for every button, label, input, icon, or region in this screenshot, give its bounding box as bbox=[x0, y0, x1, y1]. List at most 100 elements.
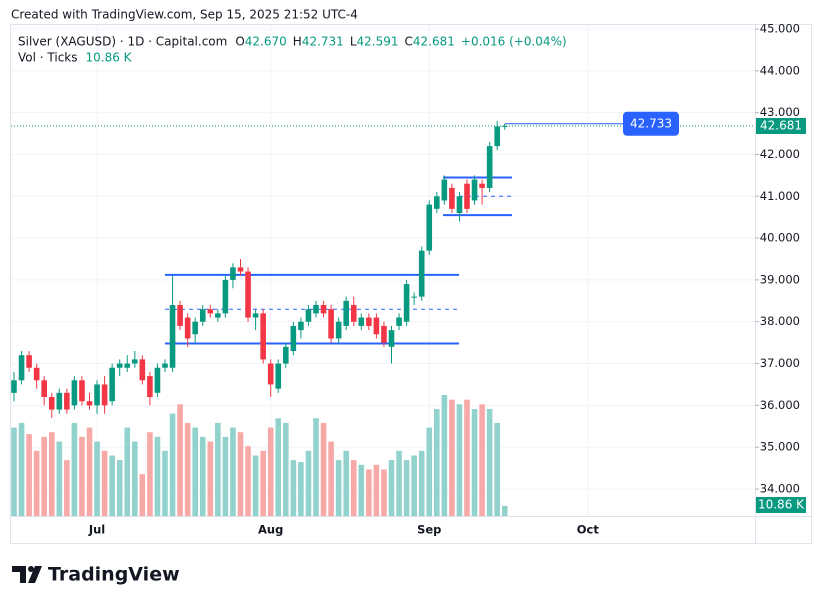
candle-body bbox=[71, 380, 78, 406]
volume-bar bbox=[366, 469, 372, 516]
volume-bar bbox=[11, 427, 17, 516]
y-tick-label: 35.000 bbox=[760, 440, 800, 454]
volume-bar bbox=[86, 427, 93, 516]
volume-bar bbox=[56, 441, 63, 516]
created-caption: Created with TradingView.com, Sep 15, 20… bbox=[11, 8, 358, 22]
candle-body bbox=[64, 392, 70, 410]
volume-bar bbox=[396, 450, 402, 516]
chart-frame bbox=[10, 24, 812, 544]
y-tick-label: 34.000 bbox=[760, 482, 800, 496]
volume-bar bbox=[184, 422, 191, 516]
logo-icon bbox=[28, 566, 42, 583]
volume-bar bbox=[388, 460, 395, 516]
last-price-label: 42.681 bbox=[760, 118, 802, 132]
y-tick-label: 45.000 bbox=[760, 21, 800, 35]
volume-bar bbox=[275, 418, 282, 516]
volume-bar bbox=[245, 446, 251, 516]
candle-body bbox=[154, 367, 161, 393]
ohlc-key: O bbox=[235, 35, 244, 49]
candle-body bbox=[86, 401, 93, 406]
volume-bar bbox=[343, 450, 349, 516]
ask-tag bbox=[623, 111, 679, 136]
ohlc-key: C bbox=[405, 35, 413, 49]
candle-body bbox=[494, 126, 500, 147]
candle-body bbox=[230, 267, 236, 280]
candle-body bbox=[215, 313, 221, 318]
volume-bar bbox=[434, 408, 440, 516]
candle-body bbox=[94, 384, 100, 406]
candle-body bbox=[184, 317, 191, 339]
volume-bar bbox=[139, 474, 146, 516]
candle-body bbox=[320, 305, 327, 314]
candle-body bbox=[207, 309, 214, 314]
candle-body bbox=[48, 397, 55, 410]
volume-bar bbox=[71, 422, 78, 516]
tradingview-logo: TradingView bbox=[12, 564, 180, 586]
candle-body bbox=[305, 309, 312, 322]
volume-bar bbox=[267, 427, 274, 516]
candle-body bbox=[41, 380, 47, 398]
volume-bar bbox=[313, 418, 319, 516]
candle-body bbox=[471, 179, 478, 201]
volume-bar bbox=[26, 434, 32, 516]
symbol-label: Silver (XAGUSD) · 1D · Capital.com bbox=[18, 35, 227, 49]
volume-bar bbox=[449, 399, 455, 516]
volume-value: 10.86 K bbox=[86, 51, 133, 65]
candle-body bbox=[101, 384, 108, 406]
volume-bar bbox=[109, 455, 115, 516]
candle-body bbox=[116, 363, 123, 368]
volume-tag-label: 10.86 K bbox=[758, 498, 805, 512]
volume-bar bbox=[471, 408, 478, 516]
y-tick-label: 44.000 bbox=[760, 63, 800, 77]
candle-body bbox=[237, 267, 244, 272]
volume-bar bbox=[33, 450, 40, 516]
volume-bar bbox=[48, 432, 55, 516]
ohlc-value: 42.591 bbox=[357, 35, 399, 49]
candle-body bbox=[464, 183, 470, 209]
volume-bar bbox=[147, 432, 153, 516]
candle-body bbox=[501, 125, 508, 127]
volume-bar bbox=[298, 462, 304, 516]
candle-body bbox=[381, 325, 387, 343]
volume-bar bbox=[64, 460, 70, 516]
brand: TradingView bbox=[48, 564, 180, 586]
candle-body bbox=[252, 313, 259, 318]
volume-bar bbox=[381, 469, 387, 516]
volume-bar bbox=[237, 432, 244, 516]
x-tick-label: Sep bbox=[417, 523, 441, 537]
candle-body bbox=[79, 380, 85, 402]
y-tick-label: 42.000 bbox=[760, 147, 800, 161]
volume-bar bbox=[79, 436, 85, 516]
y-tick-label: 36.000 bbox=[760, 398, 800, 412]
candle-body bbox=[56, 392, 63, 410]
volume-bar bbox=[192, 427, 198, 516]
candle-body bbox=[486, 146, 493, 188]
candle-body bbox=[388, 330, 395, 347]
volume-bar bbox=[169, 413, 176, 516]
x-tick-label: Aug bbox=[258, 523, 283, 537]
candle-body bbox=[434, 196, 440, 209]
volume-bar bbox=[18, 422, 25, 516]
ohlc-value: 42.681 bbox=[413, 35, 455, 49]
volume-bar bbox=[373, 464, 380, 516]
candle-body bbox=[222, 279, 229, 314]
candle-body bbox=[147, 376, 153, 398]
candle-body bbox=[260, 313, 266, 360]
candle-body bbox=[26, 355, 32, 368]
volume-bar bbox=[350, 460, 357, 516]
candle-body bbox=[177, 305, 183, 326]
volume-bar bbox=[418, 450, 425, 516]
volume-bar bbox=[486, 408, 493, 516]
candle-body bbox=[343, 300, 349, 326]
volume-tag bbox=[756, 497, 806, 513]
volume-bar bbox=[335, 460, 342, 516]
candle-body bbox=[109, 367, 115, 402]
logo-icon bbox=[28, 566, 34, 572]
candle-body bbox=[313, 305, 319, 314]
candle-body bbox=[132, 359, 138, 364]
candle-body bbox=[403, 284, 410, 322]
plot-area bbox=[11, 25, 755, 516]
candle-body bbox=[298, 321, 304, 331]
volume-bar bbox=[162, 450, 168, 516]
